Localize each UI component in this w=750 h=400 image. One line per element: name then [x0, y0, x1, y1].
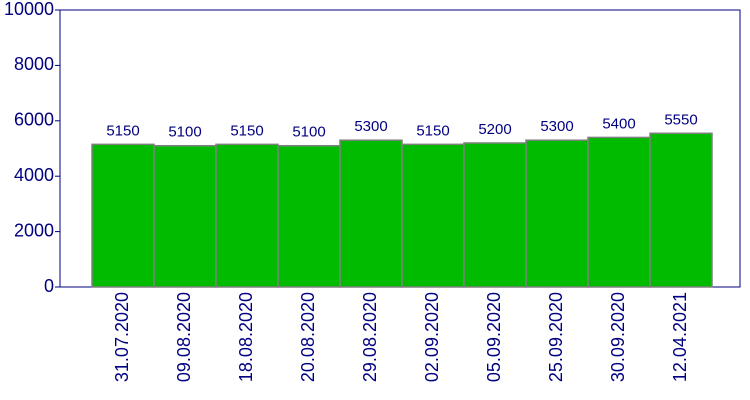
- x-tick-label: 25.09.2020: [546, 292, 566, 382]
- bar: [649, 132, 713, 288]
- bar: [587, 136, 651, 288]
- value-label: 5300: [540, 118, 573, 135]
- y-tick-label: 4000: [14, 165, 54, 185]
- bar: [91, 143, 155, 288]
- x-tick-label: 18.08.2020: [236, 292, 256, 382]
- bar: [463, 142, 527, 288]
- x-tick-label: 29.08.2020: [360, 292, 380, 382]
- y-tick-label: 6000: [14, 110, 54, 130]
- value-label: 5150: [106, 122, 139, 139]
- value-label: 5100: [168, 124, 201, 141]
- value-label: 5300: [354, 118, 387, 135]
- bar: [525, 139, 589, 288]
- value-label: 5150: [416, 122, 449, 139]
- x-tick-label: 02.09.2020: [422, 292, 442, 382]
- value-label: 5100: [292, 124, 325, 141]
- x-tick-label: 12.04.2021: [670, 292, 690, 382]
- value-label: 5400: [602, 115, 635, 132]
- y-tick-label: 10000: [4, 0, 54, 19]
- y-tick-label: 0: [44, 276, 54, 296]
- bar: [339, 139, 403, 288]
- x-tick-label: 30.09.2020: [608, 292, 628, 382]
- bar: [277, 144, 341, 288]
- x-tick-label: 31.07.2020: [112, 292, 132, 382]
- value-label: 5150: [230, 122, 263, 139]
- y-tick-label: 8000: [14, 54, 54, 74]
- x-tick-label: 09.08.2020: [174, 292, 194, 382]
- x-tick-label: 20.08.2020: [298, 292, 318, 382]
- bar: [401, 143, 465, 288]
- y-tick-label: 2000: [14, 220, 54, 240]
- value-label: 5200: [478, 121, 511, 138]
- bar: [153, 144, 217, 288]
- x-tick-label: 05.09.2020: [484, 292, 504, 382]
- value-label: 5550: [664, 111, 697, 128]
- bar: [215, 143, 279, 288]
